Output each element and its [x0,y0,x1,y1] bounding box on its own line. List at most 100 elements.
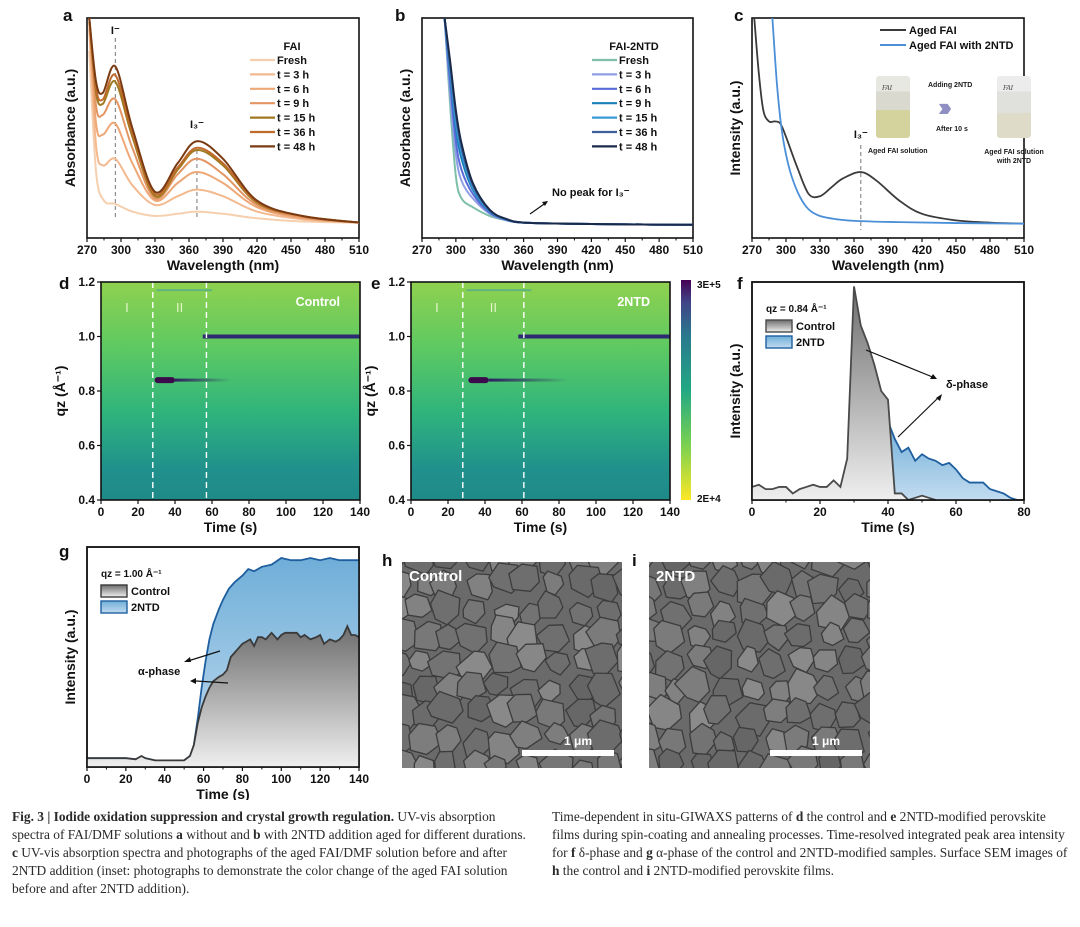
heatmap-sample-label: 2NTD [617,295,650,309]
panel-letter-c: c [734,6,744,25]
grain [568,601,594,627]
x-tick-label: 80 [552,505,566,519]
y-tick-label: 0.4 [78,493,95,507]
caption-ref: f [570,845,576,860]
arrow-head-icon [184,657,191,662]
stage-label-ii: II [490,300,497,315]
peak-label-triiodide: I₃⁻ [190,119,204,131]
x-tick-label: 420 [247,243,267,257]
caption-ref: d [795,809,804,824]
x-tick-label: 510 [349,243,369,257]
grain [543,721,570,746]
x-tick-label: 40 [168,505,182,519]
plot-frame [86,17,360,239]
vial-label-right: FAI [1003,84,1013,92]
grain [843,592,870,620]
alpha-phase-annotation: α-phase [138,666,180,678]
diffraction-peak-alpha [518,334,670,339]
x-tick-label: 0 [408,505,415,519]
caption-text: δ-phase and [575,845,647,860]
series-line-t-48-h [88,18,359,224]
series-line-aged-fai-with-2ntd [771,18,1024,225]
legend-swatch [765,319,793,333]
panel-letter-e: e [371,274,381,293]
x-tick-label: 270 [77,243,97,257]
grain [866,562,870,569]
grain [611,568,622,596]
caption-text: 2NTD-modified perovskite films during sp… [552,809,1065,860]
caption-text: the control and [559,863,647,878]
grain [616,643,622,673]
grain [737,749,769,768]
grain [787,667,822,705]
delta-phase-annotation: δ-phase [946,379,988,391]
grain [688,562,712,571]
legend-label: t = 6 h [277,84,309,96]
x-tick-label: 20 [813,505,827,519]
legend-label: Aged FAI with 2NTD [909,40,1014,52]
legend-label: Aged FAI [909,25,957,37]
grain [732,726,759,753]
y-tick-label: 0.4 [388,493,405,507]
chevron-arrow-icon: ››› [938,92,952,122]
heatmap-background [411,282,670,500]
axes-a: 270 300 330 360 390 420 450 480 510 Wavelength (n… [62,17,369,273]
x-tick-label: 510 [1014,243,1034,257]
x-tick-label: 40 [881,505,895,519]
legend-swatch [100,600,128,614]
left-photo-caption: Aged FAI solution [868,148,928,155]
grain [618,676,622,691]
grain [465,562,490,572]
grain [810,562,845,578]
sem-image-2ntd: 2NTD 1 μm [649,562,870,768]
arrow-head-icon [936,394,942,401]
grain [408,722,444,756]
sem-label-2ntd: 2NTD [656,568,696,585]
legend-title: FAI-2NTD [609,41,659,53]
grain [402,562,405,565]
grain [812,674,840,702]
x-tick-label: 60 [949,505,963,519]
caption-ref: a [176,827,183,842]
legend-label: t = 36 h [277,127,315,139]
panel-letter-i: i [632,551,637,570]
grain [820,621,845,647]
legend-label: t = 9 h [277,98,309,110]
grain [687,591,715,618]
diffraction-peak-faint [156,289,212,292]
legend-label: 2NTD [796,337,825,349]
series-group [443,18,693,226]
grain [482,672,509,696]
grain [544,651,571,676]
x-tick-label: 450 [946,243,966,257]
grain [649,562,654,568]
x-tick-label: 100 [271,772,291,786]
grain [837,645,868,675]
annotation-arrow [195,680,229,684]
legend-label: 2NTD [131,602,160,614]
colorbar-max-label: 3E+5 [697,280,721,291]
y-axis-label: qz (Å⁻¹) [52,366,68,417]
arrow-head-icon [190,678,196,684]
grain [515,753,540,768]
legend-swatch [100,584,128,598]
grain [402,571,412,602]
x-tick-label: 360 [514,243,534,257]
grain [653,619,686,655]
grain [702,694,732,725]
grain [737,645,759,673]
y-tick-label: 1.0 [388,330,405,344]
y-axis-label: Intensity (a.u.) [62,610,78,705]
series-group [753,18,1024,225]
colorbar [681,280,691,500]
series-line-t-3-h [88,28,359,224]
caption-text: 2NTD-modified perovskite films. [650,863,834,878]
panel-letter-h: h [382,551,393,570]
grain [865,636,870,651]
diffraction-peak-delta [468,377,489,384]
legend-title: FAI [283,41,300,53]
x-tick-label: 450 [281,243,301,257]
grain [618,757,622,768]
caption-ref: g [646,845,653,860]
